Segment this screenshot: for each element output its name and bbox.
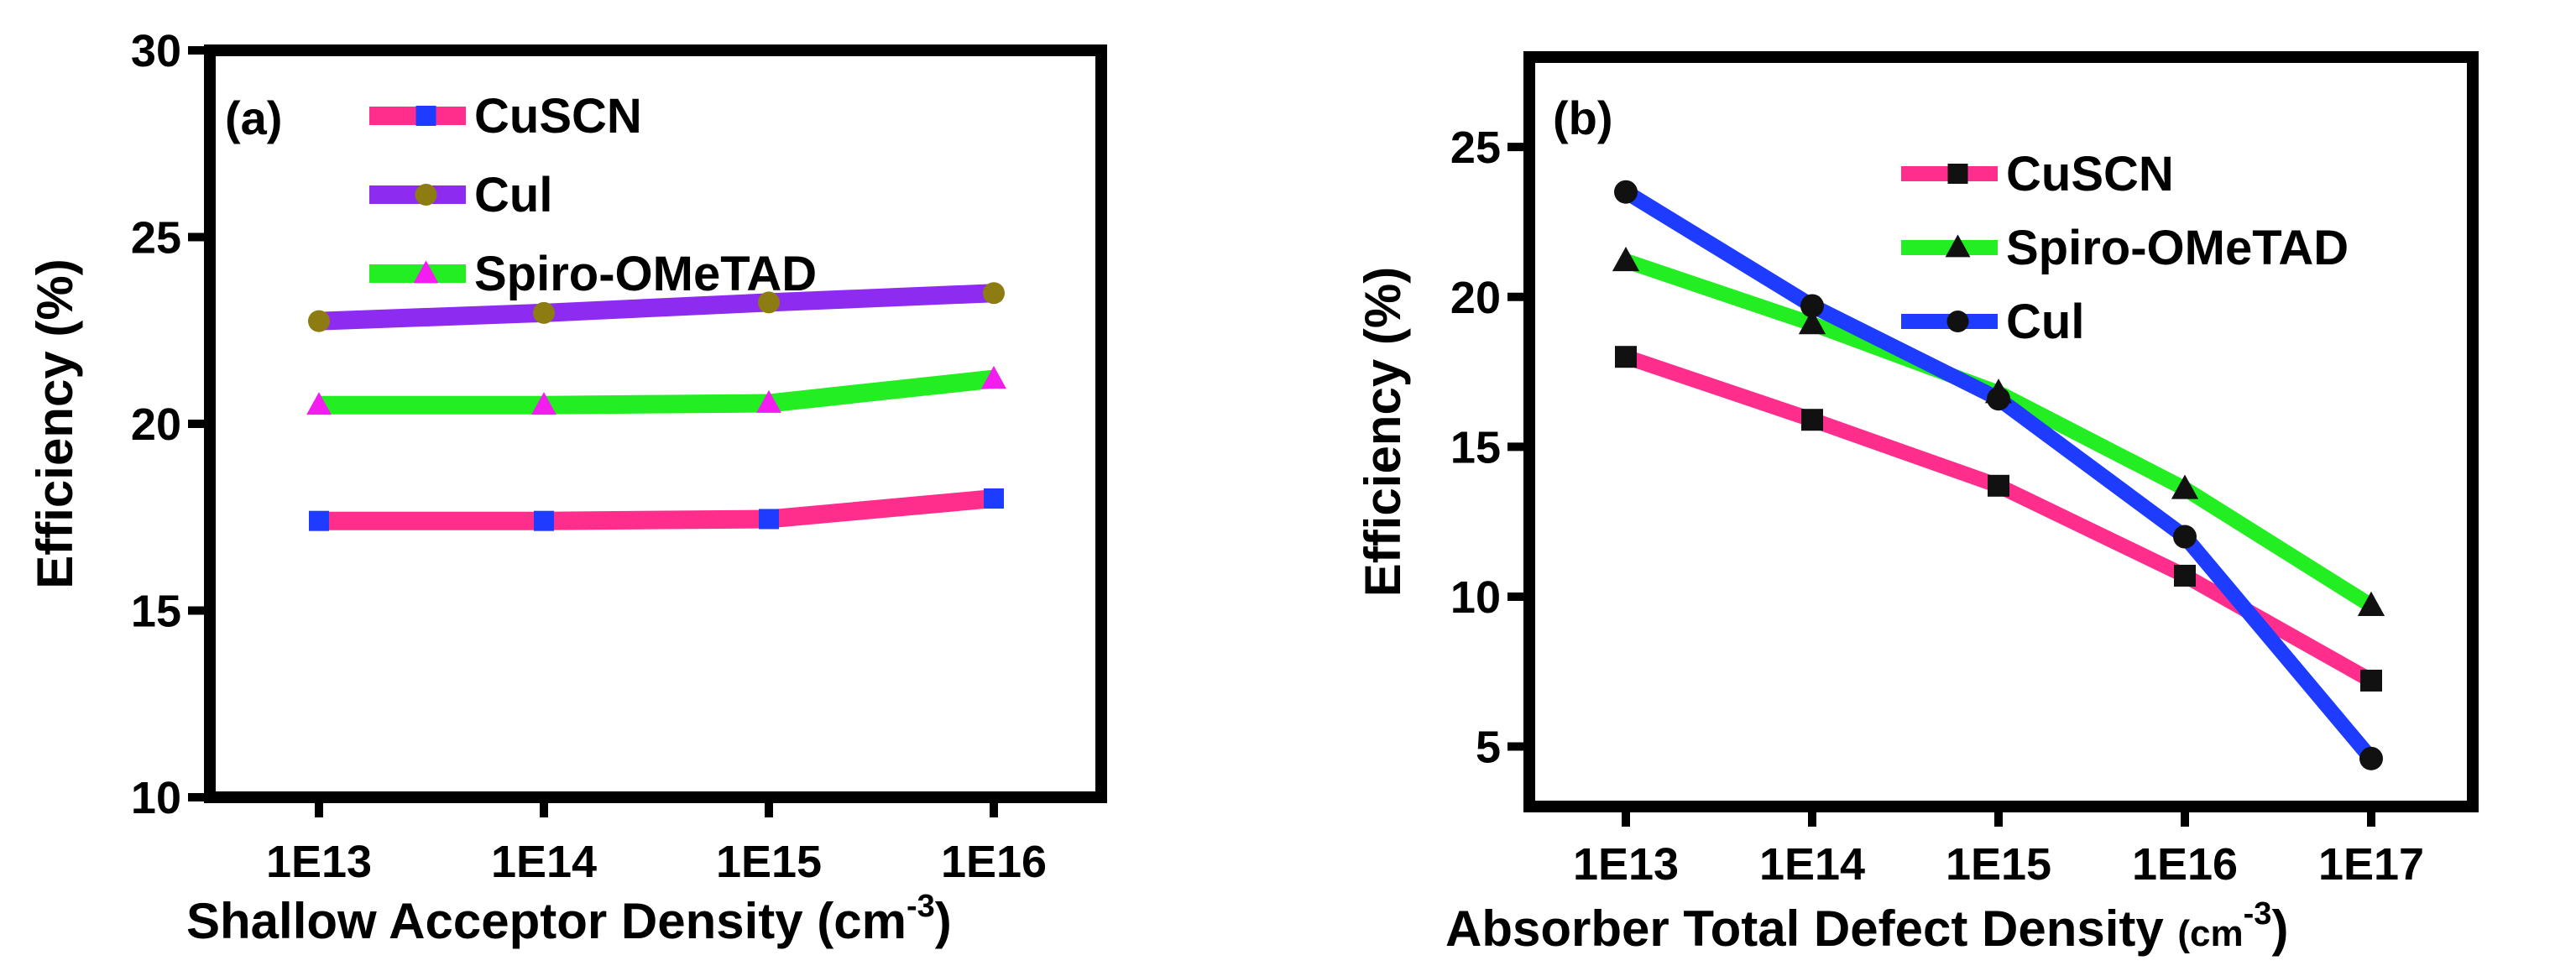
data-point-cuscn [984, 488, 1004, 509]
data-point-cui [533, 301, 555, 324]
panel-label: (b) [1553, 91, 1613, 144]
data-point-cui [983, 282, 1005, 305]
x-tick-label: 1E15 [716, 837, 822, 887]
legend-marker [1946, 311, 1969, 332]
y-tick-label: 15 [131, 587, 181, 637]
data-point-cuscn [1988, 474, 2009, 497]
x-axis-title: Absorber Total Defect Density (cm-3) [1445, 896, 2288, 957]
x-tick-label: 1E13 [1573, 839, 1679, 890]
data-point-spiro-ometad [1798, 309, 1826, 335]
chart-panel-b: 5 10 15 20 25 1E13 1E14 1E15 1E16 1E17 Efficiency … [1355, 51, 2479, 957]
data-point-cuscn [309, 510, 329, 531]
x-axis-title-end: ) [935, 893, 952, 949]
data-point-cuscn [1801, 409, 1823, 431]
x-axis-title-sup: -3 [2244, 896, 2272, 932]
data-point-cui [1987, 387, 2010, 411]
y-tick-label: 10 [131, 773, 181, 823]
data-point-spiro-ometad [2357, 591, 2385, 616]
x-axis-title-main: Absorber Total Defect Density [1445, 901, 2177, 957]
x-axis-title-end: ) [2271, 901, 2288, 957]
series-line-spiro-ometad [319, 369, 995, 415]
x-tick-label: 1E14 [491, 837, 597, 887]
y-tick-label: 20 [1450, 273, 1501, 323]
data-point-cui [1614, 180, 1638, 204]
x-axis-title: Shallow Acceptor Density (cm-3) [186, 889, 952, 949]
data-point-cuscn [2174, 564, 2196, 587]
data-point-cuscn [1615, 346, 1637, 368]
data-point-cui [2359, 746, 2383, 770]
y-axis-title: Efficiency (%) [27, 258, 83, 588]
legend-label: Spiro-OMeTAD [2006, 221, 2349, 275]
y-tick-label: 20 [131, 399, 181, 450]
data-point-spiro-ometad [531, 392, 556, 415]
data-point-cui [308, 310, 330, 332]
x-tick-label: 1E16 [941, 837, 1047, 887]
y-tick-label: 30 [131, 26, 181, 76]
data-point-spiro-ometad [2171, 474, 2199, 499]
x-tick-label: 1E15 [1946, 839, 2051, 890]
legend-marker [415, 184, 437, 206]
data-point-cuscn [2360, 669, 2382, 692]
data-point-cui [2173, 525, 2197, 549]
x-axis-title-unit: (cm [2177, 913, 2243, 954]
legend-marker [415, 106, 436, 126]
legend: CuSCN Cul Spiro-OMeTAD [369, 89, 817, 301]
series-line-spiro-ometad [1623, 253, 2375, 613]
y-tick-label: 10 [1450, 572, 1501, 623]
series-line-cui [318, 284, 995, 331]
legend-label: Spiro-OMeTAD [474, 247, 817, 301]
x-axis-title-sup: -3 [907, 889, 935, 924]
y-axis-title: Efficiency (%) [1355, 267, 1411, 597]
data-point-spiro-ometad [306, 392, 332, 415]
data-point-cuscn [759, 509, 779, 530]
data-point-spiro-ometad [1612, 246, 1640, 272]
x-tick-label: 1E16 [2132, 839, 2238, 890]
plot-frame [204, 44, 1107, 803]
x-tick-label: 1E13 [266, 837, 372, 887]
x-axis-title-main: Shallow Acceptor Density (cm [186, 893, 907, 949]
legend-label: CuSCN [2006, 147, 2174, 201]
y-tick-label: 5 [1476, 723, 1501, 773]
y-tick-label: 15 [1450, 422, 1501, 472]
legend-marker [413, 260, 439, 284]
legend-marker [1945, 234, 1971, 258]
data-point-cui [1800, 294, 1824, 318]
plot-frame [1523, 51, 2479, 812]
data-point-spiro-ometad [756, 389, 781, 413]
legend-marker [1947, 164, 1968, 184]
x-tick-label: 1E17 [2318, 839, 2424, 890]
legend-label: Cul [474, 168, 552, 222]
legend-label: Cul [2006, 295, 2084, 349]
series-line-cuscn [319, 489, 995, 530]
legend: CuSCN Spiro-OMeTAD Cul [1901, 147, 2349, 349]
legend-label: CuSCN [474, 89, 642, 144]
data-point-cui [758, 291, 780, 314]
y-tick-label: 25 [1450, 123, 1501, 173]
x-tick-label: 1E14 [1759, 839, 1865, 890]
data-point-cuscn [534, 510, 554, 531]
panel-label: (a) [225, 91, 282, 144]
chart-panel-a: 10 15 20 25 30 1E13 1E14 1E15 1E16 Efficiency (%)… [27, 26, 1107, 949]
y-tick-label: 25 [131, 213, 181, 264]
data-point-spiro-ometad [981, 365, 1006, 389]
